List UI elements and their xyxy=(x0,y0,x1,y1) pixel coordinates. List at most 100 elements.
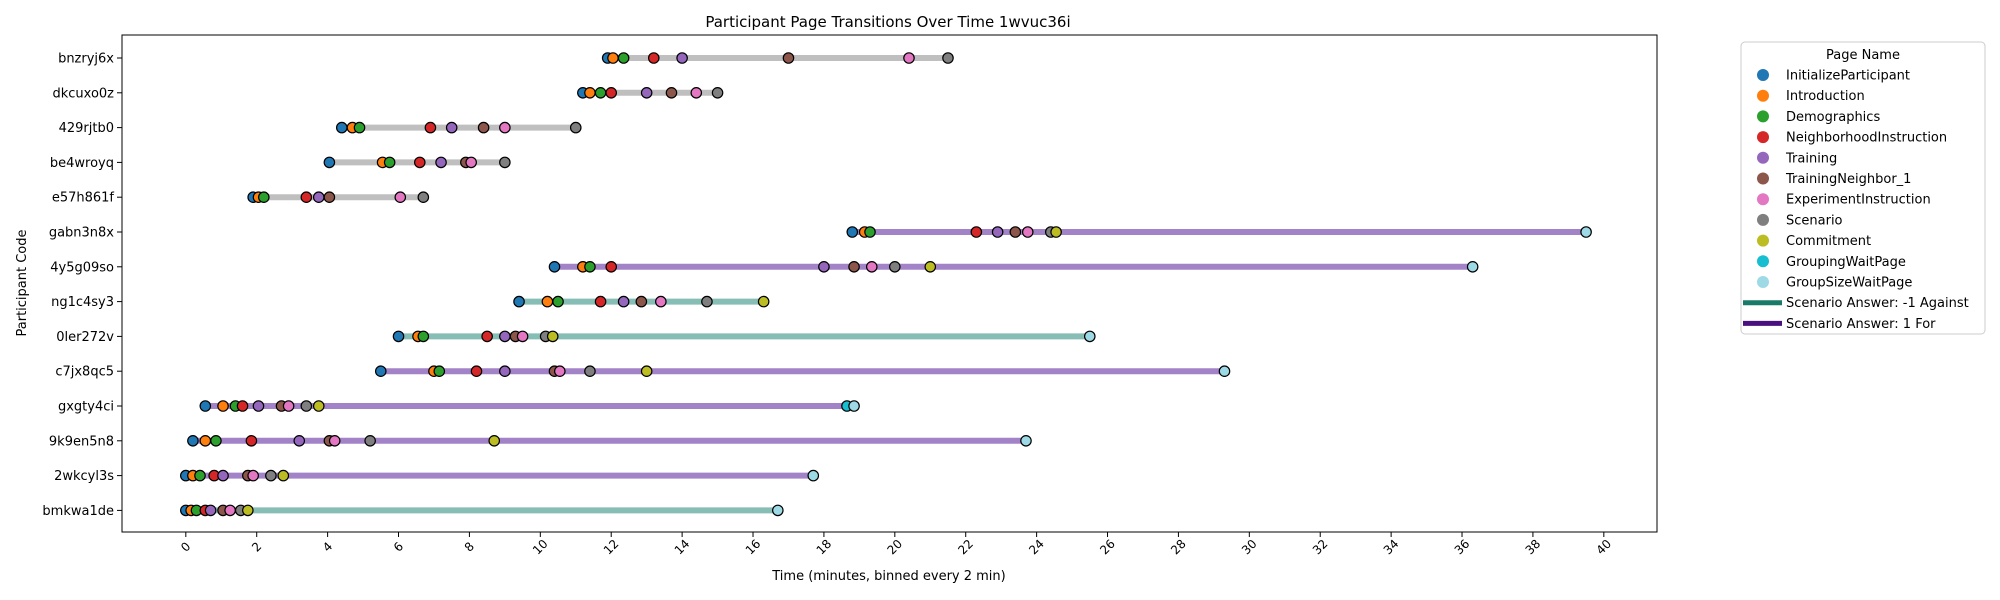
page-marker xyxy=(312,400,325,412)
x-tick-label: 28 xyxy=(1168,537,1189,558)
page-marker xyxy=(665,87,678,99)
page-marker xyxy=(392,330,405,343)
page-marker xyxy=(258,191,270,203)
legend-marker xyxy=(1757,110,1769,123)
page-marker xyxy=(584,365,596,377)
y-axis: bnzryj6x dkcuxo0z 429rjtb0 be4wroyq e57h861f… xyxy=(42,52,122,519)
page-marker xyxy=(424,121,437,134)
page-marker xyxy=(617,295,630,308)
page-marker xyxy=(1083,330,1096,343)
page-marker xyxy=(942,52,954,64)
legend-label: ExperimentInstruction xyxy=(1786,193,1931,208)
x-tick-label: 16 xyxy=(743,537,764,558)
plot-frame xyxy=(121,34,1658,533)
page-marker xyxy=(772,504,784,517)
page-marker xyxy=(584,87,596,99)
page-marker xyxy=(217,469,229,482)
page-marker xyxy=(552,295,564,308)
page-marker xyxy=(516,330,529,343)
page-marker xyxy=(194,469,206,482)
x-tick-label: 4 xyxy=(320,539,335,554)
page-marker xyxy=(242,504,254,517)
page-marker xyxy=(640,87,653,99)
page-marker xyxy=(465,156,477,169)
page-markers-layer xyxy=(180,52,1592,517)
page-marker xyxy=(1020,434,1032,447)
y-axis-label: Participant Code xyxy=(15,229,30,336)
x-tick-label: 20 xyxy=(884,537,905,558)
page-marker xyxy=(247,469,259,482)
page-marker xyxy=(1021,226,1034,238)
y-tick-label: 429rjtb0 xyxy=(59,121,114,136)
y-tick-label: bnzryj6x xyxy=(58,52,114,67)
page-marker xyxy=(594,87,607,99)
x-axis-label: Time (minutes, binned every 2 min) xyxy=(771,569,1005,584)
page-marker xyxy=(300,400,313,412)
page-marker xyxy=(282,400,295,412)
legend-items: InitializeParticipant Introduction Demogra… xyxy=(1743,69,1969,332)
page-marker xyxy=(594,295,607,308)
x-tick-label: 38 xyxy=(1523,537,1544,558)
timeline-lines-layer xyxy=(185,55,1587,514)
y-tick-label: c7jx8qc5 xyxy=(55,365,114,380)
page-marker xyxy=(584,260,596,273)
y-tick-label: 9k9en5n8 xyxy=(49,434,114,449)
page-marker xyxy=(323,156,336,169)
page-marker xyxy=(546,330,559,343)
page-marker xyxy=(676,52,688,64)
x-tick-label: 30 xyxy=(1239,537,1260,558)
page-marker xyxy=(312,191,325,203)
page-marker xyxy=(328,434,341,447)
legend-marker xyxy=(1757,255,1769,268)
chart-title: Participant Page Transitions Over Time 1… xyxy=(705,13,1070,31)
page-marker xyxy=(499,330,511,343)
page-marker xyxy=(477,121,490,134)
page-marker xyxy=(210,434,222,447)
x-tick-label: 2 xyxy=(249,539,264,554)
x-tick-label: 36 xyxy=(1452,537,1473,558)
page-marker xyxy=(541,295,554,308)
page-marker xyxy=(807,469,820,482)
page-marker xyxy=(864,226,876,238)
page-marker xyxy=(970,226,983,238)
page-marker xyxy=(252,400,265,412)
page-marker xyxy=(433,365,446,377)
legend-label: GroupSizeWaitPage xyxy=(1786,276,1912,291)
y-tick-label: 0ler272v xyxy=(56,330,114,345)
page-marker xyxy=(277,469,290,482)
x-tick-label: 32 xyxy=(1310,537,1331,558)
page-marker xyxy=(1218,365,1231,377)
page-marker xyxy=(499,121,511,134)
page-marker xyxy=(199,400,212,412)
page-marker xyxy=(383,156,396,169)
x-tick-label: 22 xyxy=(955,537,976,558)
page-marker xyxy=(701,295,713,308)
legend-label: Scenario Answer: 1 For xyxy=(1786,317,1936,332)
legend-marker xyxy=(1757,69,1769,81)
page-marker xyxy=(445,121,458,134)
y-tick-label: dkcuxo0z xyxy=(52,86,114,101)
x-tick-label: 6 xyxy=(391,539,406,554)
x-tick-label: 0 xyxy=(178,539,193,554)
page-marker xyxy=(782,52,795,64)
x-tick-label: 10 xyxy=(530,537,551,558)
page-marker xyxy=(265,469,277,482)
page-marker xyxy=(711,87,724,99)
legend-marker xyxy=(1757,151,1769,164)
y-tick-label: 4y5g09so xyxy=(50,260,114,275)
page-marker xyxy=(757,295,770,308)
legend-marker xyxy=(1757,234,1769,247)
legend-label: NeighborhoodInstruction xyxy=(1786,131,1947,146)
page-marker xyxy=(607,52,619,64)
y-tick-label: 2wkcyl3s xyxy=(54,469,114,484)
page-marker xyxy=(300,191,313,203)
page-marker xyxy=(374,365,387,377)
legend-label: Scenario Answer: -1 Against xyxy=(1786,296,1969,311)
page-marker xyxy=(217,400,229,412)
x-tick-label: 40 xyxy=(1593,537,1614,558)
legend-label: TrainingNeighbor_1 xyxy=(1785,172,1911,187)
page-marker xyxy=(488,434,501,447)
legend-label: Commitment xyxy=(1786,234,1871,249)
legend-title: Page Name xyxy=(1826,48,1900,63)
